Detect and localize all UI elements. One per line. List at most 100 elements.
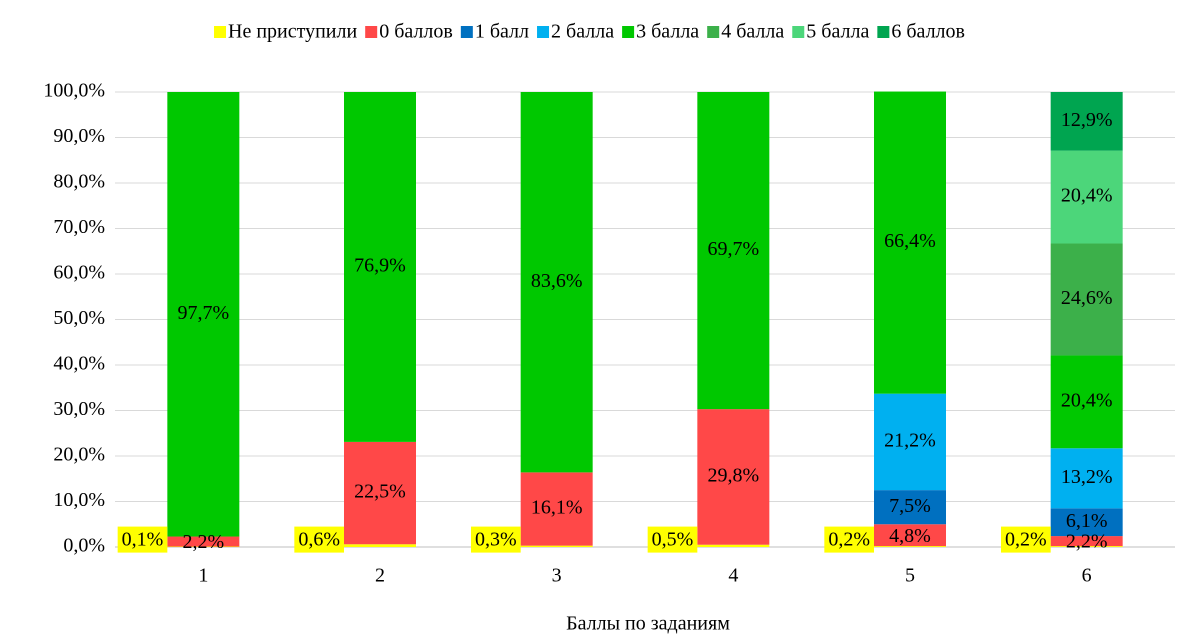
data-label-group: 0,5% [647, 526, 698, 553]
bar-segment [697, 409, 770, 545]
data-label: 83,6% [531, 270, 583, 292]
legend-label: 1 балл [475, 21, 529, 43]
bar-segment [167, 536, 240, 547]
bar-segment [520, 472, 593, 546]
data-label: 0,3% [475, 529, 517, 551]
data-label: 22,5% [354, 481, 406, 503]
legend-item: 0 баллов [365, 21, 453, 43]
legend-swatch [877, 26, 890, 38]
data-label: 66,4% [884, 230, 936, 252]
legend-label: 0 баллов [379, 21, 453, 43]
legend-item: 6 баллов [877, 21, 965, 43]
legend-item: 3 балла [622, 21, 699, 43]
data-label-group: 0,2% [824, 526, 874, 553]
data-label: 29,8% [707, 465, 759, 487]
data-label: 7,5% [889, 495, 931, 517]
data-label-group: 0,2% [1000, 526, 1051, 553]
data-label: 2,2% [1066, 531, 1108, 553]
legend-item: 1 балл [460, 21, 529, 43]
bar-segment [520, 545, 593, 547]
y-tick-label: 70,0% [53, 216, 105, 238]
data-label-background [470, 526, 521, 553]
data-label-background [294, 526, 344, 553]
y-tick-label: 10,0% [53, 489, 105, 511]
bar-segment [874, 91, 946, 394]
bar-segment [1050, 92, 1123, 151]
data-label-group: 0,6% [294, 526, 344, 553]
bar-segment [697, 92, 770, 410]
x-tick-label: 3 [552, 565, 562, 587]
data-label-group: 0,1% [117, 526, 168, 553]
data-label: 4,8% [889, 525, 931, 547]
bar-segment [874, 490, 946, 525]
x-tick-label: 6 [1082, 565, 1092, 587]
data-label-group: 0,3% [470, 526, 521, 553]
legend-item: Не приступили [214, 21, 357, 43]
data-label-background [1000, 526, 1051, 553]
legend-label: 3 балла [636, 21, 699, 43]
data-label: 69,7% [707, 238, 759, 260]
data-label: 0,5% [652, 529, 694, 551]
y-tick-label: 30,0% [53, 398, 105, 420]
legend-label: 4 балла [721, 21, 784, 43]
bar-segment [1050, 355, 1123, 449]
legend-swatch [622, 26, 635, 38]
data-label-background [824, 526, 874, 553]
data-label: 24,6% [1061, 287, 1113, 309]
bar-segment [344, 544, 416, 547]
x-axis-title: Баллы по заданиям [566, 613, 730, 635]
data-label: 0,2% [1005, 529, 1047, 551]
legend-swatch [707, 26, 720, 38]
legend-label: Не приступили [228, 21, 357, 43]
data-label-background [647, 526, 698, 553]
y-tick-label: 90,0% [53, 125, 105, 147]
y-tick-label: 100,0% [43, 80, 105, 102]
y-tick-label: 0,0% [63, 535, 105, 557]
data-label: 0,1% [122, 529, 164, 551]
bar-segment [520, 92, 593, 473]
data-label: 97,7% [177, 302, 229, 324]
y-tick-label: 20,0% [53, 444, 105, 466]
bar-segment [874, 393, 946, 491]
bar-segment [1050, 448, 1123, 509]
legend-swatch [214, 26, 227, 38]
bar-segment [697, 544, 770, 547]
x-tick-label: 5 [905, 565, 915, 587]
data-label: 20,4% [1061, 185, 1113, 207]
data-label: 20,4% [1061, 389, 1113, 411]
bar-segment [874, 524, 946, 547]
y-tick-label: 60,0% [53, 262, 105, 284]
legend-label: 6 баллов [891, 21, 965, 43]
data-label: 12,9% [1061, 109, 1113, 131]
y-tick-label: 40,0% [53, 353, 105, 375]
data-label: 76,9% [354, 255, 406, 277]
data-label: 0,6% [298, 529, 340, 551]
data-label: 0,2% [828, 529, 870, 551]
bar-segment [344, 92, 416, 442]
bar-segment [1050, 546, 1123, 547]
legend-swatch [537, 26, 550, 38]
x-tick-label: 1 [198, 565, 208, 587]
y-tick-label: 80,0% [53, 171, 105, 193]
bar-segment [1050, 536, 1123, 547]
legend-label: 5 балла [806, 21, 869, 43]
data-label: 13,2% [1061, 466, 1113, 488]
legend-swatch [365, 26, 378, 38]
legend-item: 5 балла [792, 21, 869, 43]
bar-segment [1050, 243, 1123, 356]
bar-segment [344, 441, 416, 545]
bar-segment [1050, 150, 1123, 244]
data-label: 16,1% [531, 497, 583, 519]
x-tick-label: 4 [728, 565, 738, 587]
legend-label: 2 балла [551, 21, 614, 43]
legend-swatch [460, 26, 473, 38]
data-label: 21,2% [884, 429, 936, 451]
y-tick-label: 50,0% [53, 307, 105, 329]
bar-segment [874, 546, 946, 547]
bar-segment [1050, 508, 1123, 537]
legend-swatch [792, 26, 805, 38]
legend-item: 2 балла [537, 21, 614, 43]
bar-segment [167, 92, 240, 537]
x-tick-label: 2 [375, 565, 385, 587]
